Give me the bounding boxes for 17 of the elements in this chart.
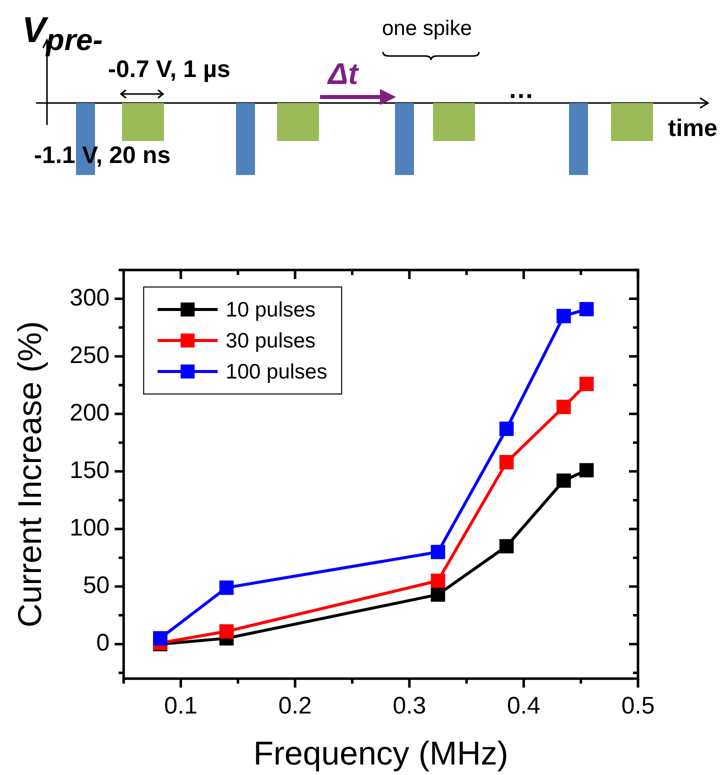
x-tick-label: 0.5: [621, 692, 655, 720]
y-tick-label: 0: [96, 630, 110, 657]
y-tick-label: 150: [70, 457, 110, 484]
x-axis-title: Frequency (MHz): [253, 734, 508, 772]
y-tick-label: 100: [70, 514, 110, 542]
x-tick-label: 0.2: [278, 692, 312, 720]
y-tick-label: 50: [82, 572, 110, 600]
y-tick-label: 250: [70, 342, 110, 369]
x-tick-label: 0.1: [164, 692, 198, 720]
legend-label: 100 pulses: [226, 360, 328, 384]
legend-label: 30 pulses: [226, 329, 316, 352]
x-tick-label: 0.3: [392, 692, 426, 720]
y-tick-label: 300: [70, 284, 110, 312]
y-tick-label: 200: [70, 400, 110, 426]
y-axis-title: Current Increase (%): [10, 321, 48, 628]
legend-label: 10 pulses: [226, 298, 316, 322]
x-tick-label: 0.4: [507, 692, 540, 720]
